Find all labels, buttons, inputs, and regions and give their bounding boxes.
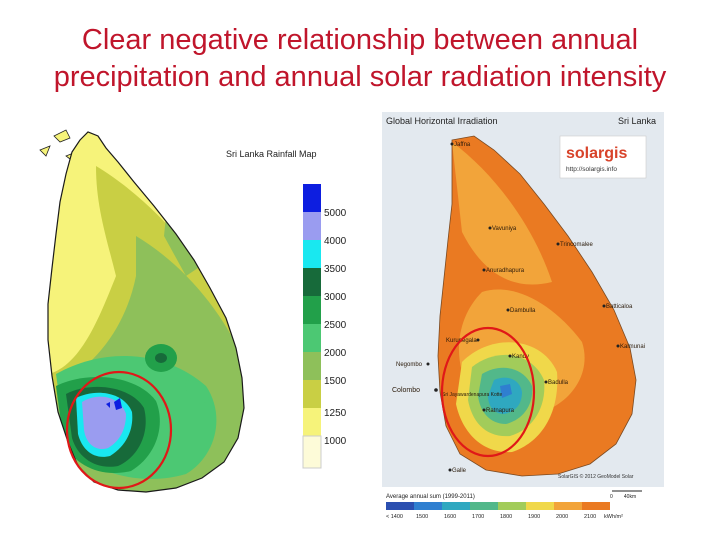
city-label-batticaloa: Batticaloa: [606, 304, 633, 310]
city-label-vavuniya: Vavuniya: [492, 226, 517, 232]
legend-swatch-2500: [303, 296, 321, 324]
irr-swatch-2000: [554, 502, 582, 510]
city-label-jaffna: Jaffna: [454, 142, 471, 148]
irr-label-1400: < 1400: [386, 514, 403, 520]
city-label-ratnapura: Ratnapura: [486, 408, 515, 414]
irr-label-2000: 2000: [556, 514, 568, 520]
city-label-kotte: Sri Jayawardenapura Kotte: [442, 392, 503, 398]
solar-map-figure: Global Horizontal Irradiation Sri Lanka …: [382, 112, 664, 520]
legend-label-1250: 1250: [324, 408, 347, 419]
solargis-logo-text: solargis: [566, 145, 627, 162]
low-irradiation-highlight-circle: [440, 326, 536, 458]
city-label-badulla: Badulla: [548, 380, 569, 386]
solargis-logo: solargis http://solargis.info: [559, 135, 647, 179]
city-label-negombo: Negombo: [396, 362, 423, 368]
map-copyright: SolarGIS © 2012 GeoModel Solar: [558, 473, 634, 480]
irr-swatch-1400: [386, 502, 414, 510]
city-label-dambulla: Dambulla: [510, 308, 536, 314]
irr-swatch-1500: [414, 502, 442, 510]
legend-swatch-1250: [303, 380, 321, 408]
irr-swatch-1900: [526, 502, 554, 510]
irr-label-1600: 1600: [444, 514, 456, 520]
city-label-kandy: Kandy: [512, 354, 529, 360]
rainfall-map-title: Sri Lanka Rainfall Map: [226, 149, 317, 159]
solargis-url: http://solargis.info: [566, 166, 617, 173]
irr-label-1700: 1700: [472, 514, 484, 520]
sri-lanka-outline-right: [437, 135, 637, 477]
legend-swatch-3000: [303, 268, 321, 296]
legend-label-3000: 3000: [324, 292, 347, 303]
irr-label-2100: 2100: [584, 514, 596, 520]
scale-bar-label: 0 40km: [610, 494, 636, 500]
city-label-anuradhapura: Anuradhapura: [486, 268, 525, 274]
city-label-trincomalee: Trincomalee: [560, 242, 593, 248]
irr-label-1900: 1900: [528, 514, 540, 520]
legend-swatch-5000: [303, 184, 321, 212]
legend-label-1500: 1500: [324, 376, 347, 387]
legend-label-4000: 4000: [324, 236, 347, 247]
legend-label-2000: 2000: [324, 348, 347, 359]
legend-swatch-4000: [303, 212, 321, 240]
city-markers: Jaffna Vavuniya Trincomalee Anuradhapura…: [392, 142, 645, 474]
city-label-colombo: Colombo: [392, 387, 420, 394]
irr-swatch-1800: [498, 502, 526, 510]
solar-map-title: Global Horizontal Irradiation: [386, 116, 498, 126]
legend-label-3500: 3500: [324, 264, 347, 275]
city-label-kurunegala: Kurunegala: [446, 338, 477, 344]
legend-label-2500: 2500: [324, 320, 347, 331]
irr-label-1800: 1800: [500, 514, 512, 520]
irr-swatch-2100: [582, 502, 610, 510]
rainfall-map-figure: Sri Lanka Rainfall Map 5000 4000 3500 30…: [36, 126, 366, 498]
city-label-kalmunai: Kalmunai: [620, 344, 645, 350]
legend-swatch-1000: [303, 408, 321, 436]
slide-title-line-1: Clear negative relationship between annu…: [81, 24, 639, 56]
solar-map-country: Sri Lanka: [618, 116, 656, 126]
legend-swatch-3500: [303, 240, 321, 268]
irradiation-legend-title: Average annual sum (1999-2011): [386, 494, 475, 500]
legend-swatch-1500: [303, 352, 321, 380]
legend-label-5000: 5000: [324, 208, 347, 219]
sri-lanka-outline-left: [47, 131, 245, 493]
scale-bar: 0 40km: [610, 490, 642, 500]
legend-swatch-2000: [303, 324, 321, 352]
legend-swatch-bottom: [302, 435, 322, 469]
legend-label-1000: 1000: [324, 436, 347, 447]
slide-title-line-2: precipitation and annual solar radiation…: [53, 61, 667, 93]
city-label-galle: Galle: [452, 468, 467, 474]
irr-label-1500: 1500: [416, 514, 428, 520]
irr-legend-unit: kWh/m²: [604, 514, 623, 520]
irr-swatch-1700: [470, 502, 498, 510]
high-rainfall-highlight-circle: [65, 370, 173, 490]
irr-swatch-1600: [442, 502, 470, 510]
irradiation-legend: Average annual sum (1999-2011) < 1400 15…: [386, 494, 623, 520]
rainfall-legend: 5000 4000 3500 3000 2500 2000 1500 1250 …: [302, 184, 347, 469]
slide-title: Clear negative relationship between annu…: [0, 22, 720, 96]
